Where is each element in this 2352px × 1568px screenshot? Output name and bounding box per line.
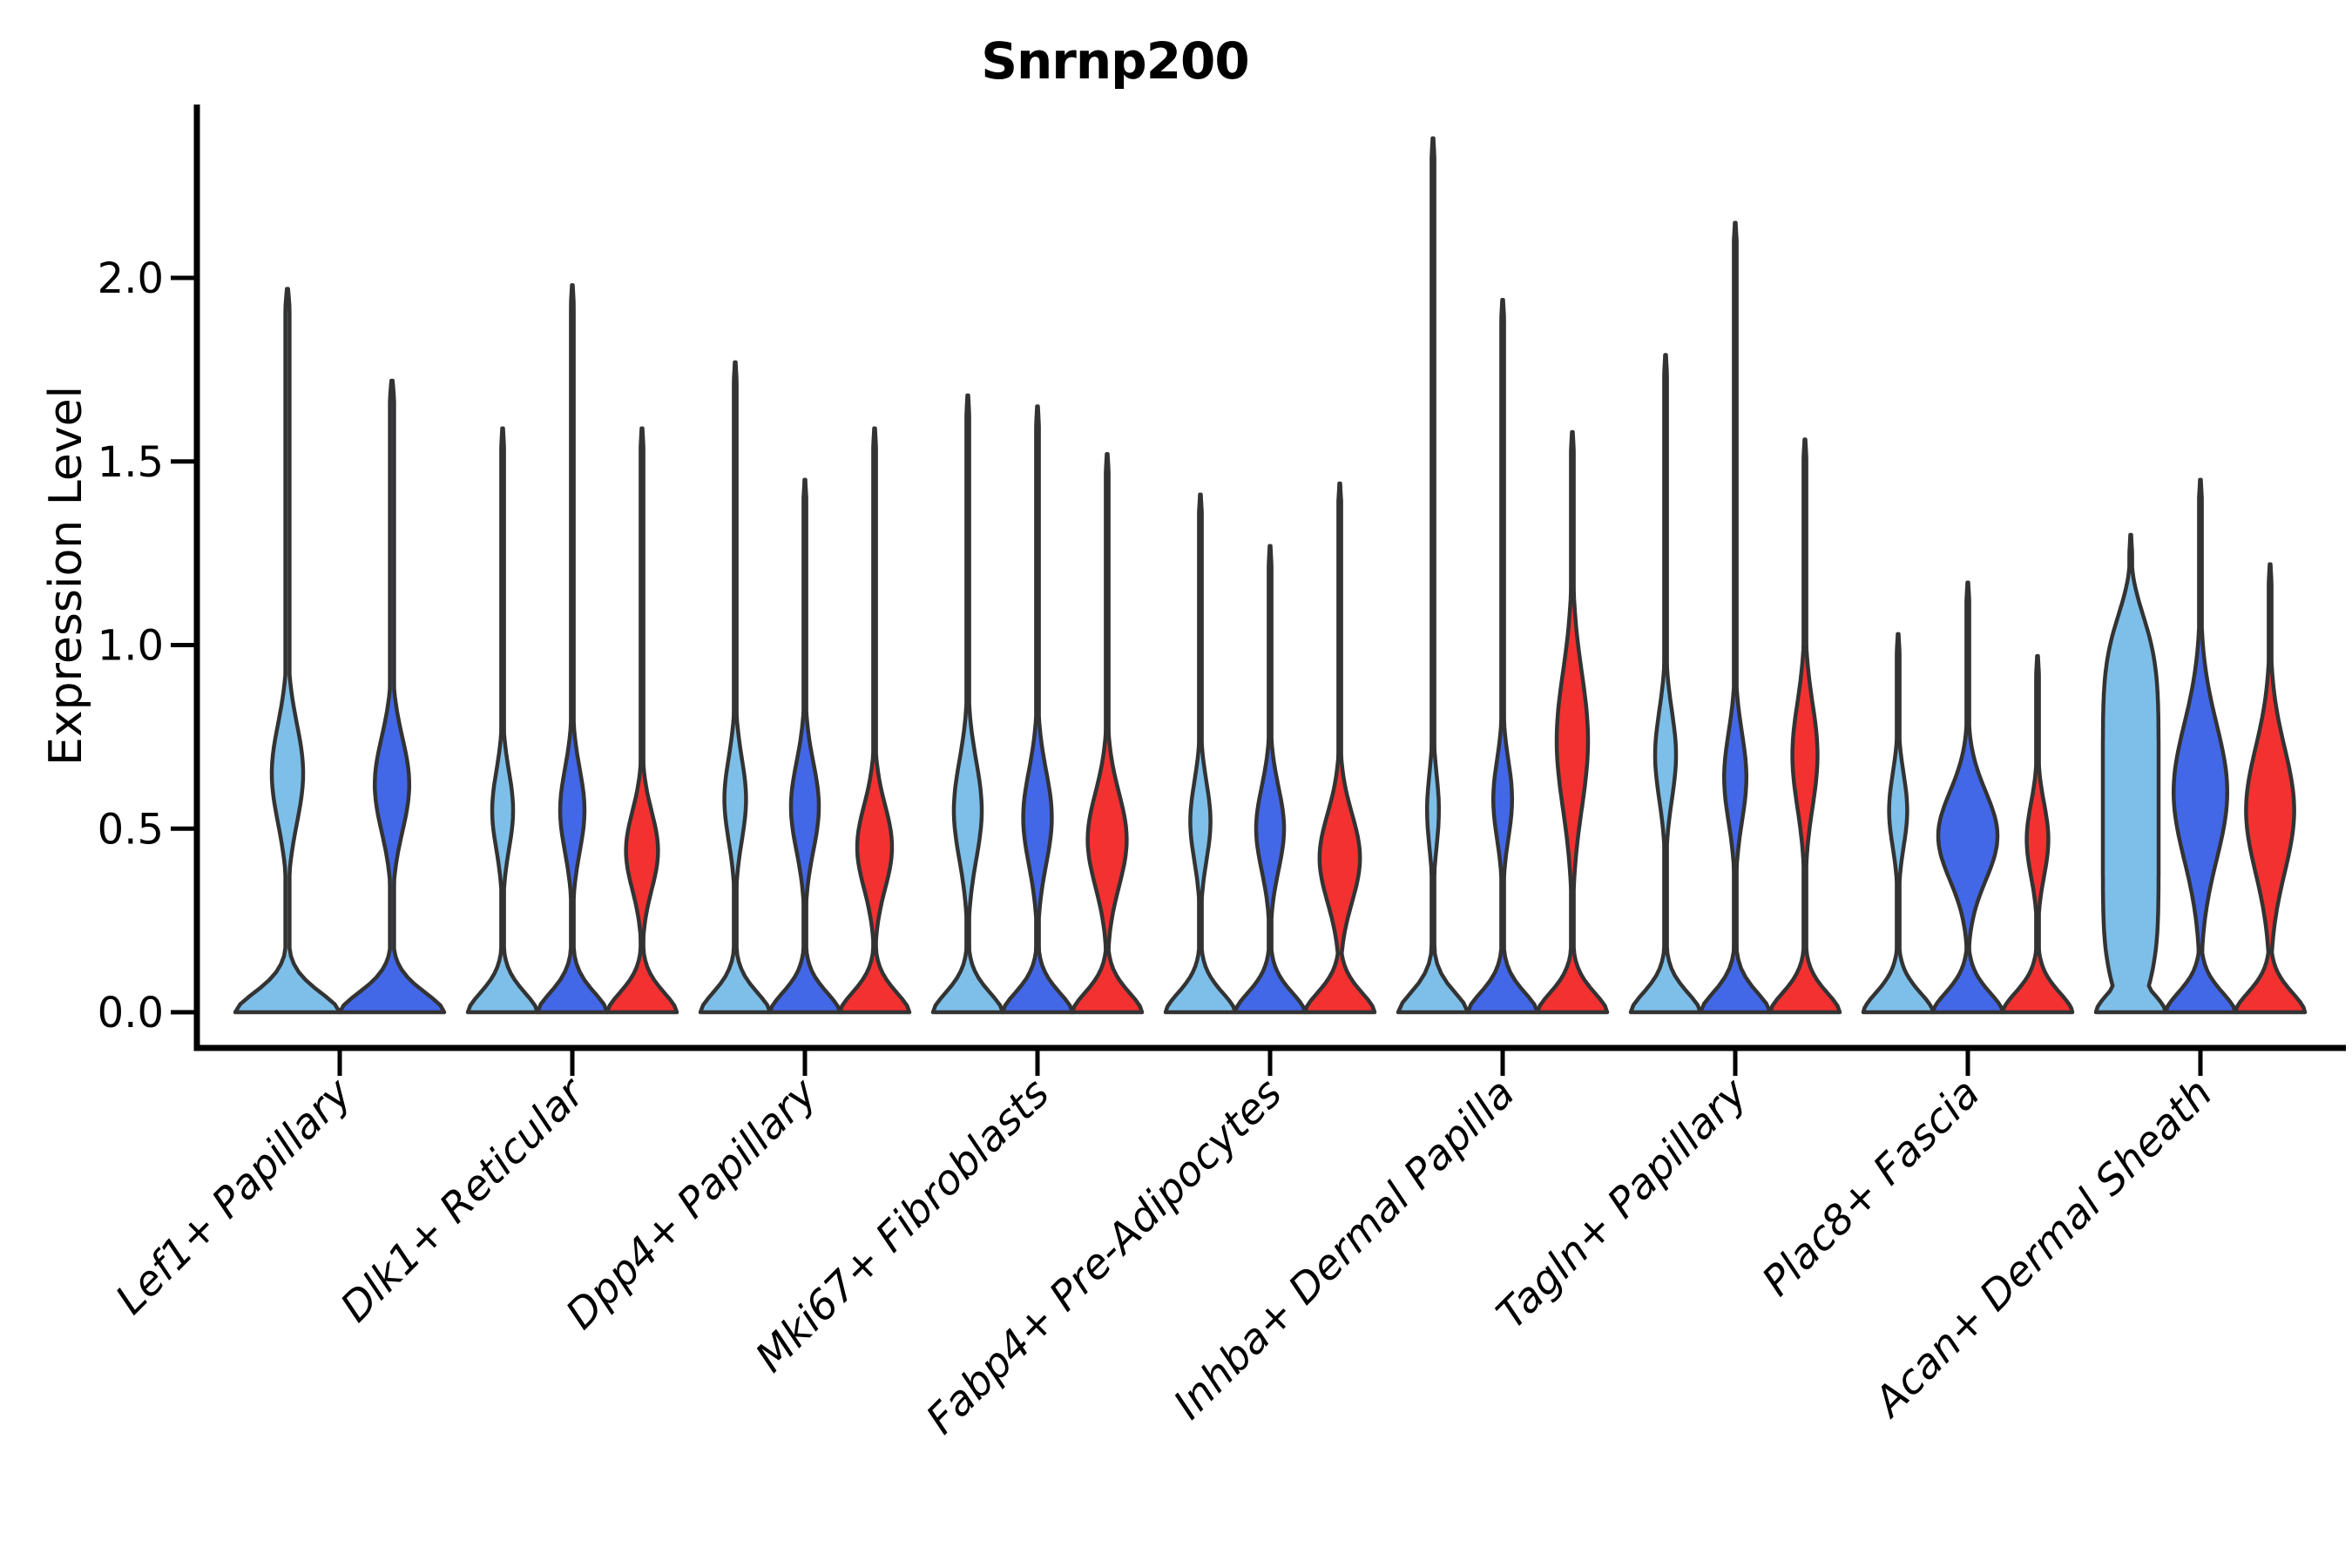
violin-dlk1-series2	[535, 283, 610, 1015]
violin-mki67-series1	[930, 393, 1005, 1015]
violin-acan-series1	[2093, 532, 2168, 1015]
violin-acan-series3	[2233, 562, 2308, 1015]
violin-lef1-series2	[337, 378, 447, 1015]
x-tick-label-lef1: Lef1+ Papillary	[106, 1069, 362, 1324]
x-tick-label-plac8: Plac8+ Fascia	[1753, 1070, 1989, 1306]
y-tick-label: 0.5	[98, 805, 164, 854]
violin-tagln-series2	[1698, 220, 1773, 1015]
y-tick-label: 0.0	[98, 989, 164, 1037]
chart-title: Snrnp200	[981, 31, 1250, 91]
y-tick-label: 1.0	[98, 622, 164, 671]
violin-plac8-series3	[2000, 653, 2075, 1015]
violin-tagln-series1	[1628, 353, 1703, 1015]
x-tick-label-dpp4: Dpp4+ Papillary	[557, 1069, 827, 1339]
violin-dlk1-series3	[605, 426, 679, 1015]
violin-plac8-series2	[1930, 580, 2005, 1015]
violin-fabp4-series3	[1302, 481, 1377, 1015]
violin-lef1-series1	[233, 287, 342, 1015]
violin-dlk1-series1	[465, 426, 540, 1015]
violin-mki67-series3	[1070, 452, 1145, 1015]
y-tick-label: 2.0	[98, 254, 164, 303]
violin-inhba-series1	[1396, 136, 1470, 1015]
violin-acan-series2	[2163, 477, 2238, 1015]
violin-dpp4-series1	[698, 360, 773, 1015]
violin-plac8-series1	[1861, 632, 1936, 1015]
violin-dpp4-series2	[767, 477, 842, 1015]
violin-fabp4-series2	[1233, 544, 1308, 1015]
violin-mki67-series2	[1000, 404, 1075, 1015]
violin-inhba-series3	[1535, 429, 1610, 1015]
violin-dpp4-series3	[837, 426, 912, 1015]
x-tick-label-tagln: Tagln+ Papillary	[1488, 1069, 1758, 1339]
x-tick-label-dlk1: Dlk1+ Reticular	[332, 1068, 596, 1332]
y-tick-label: 1.5	[98, 438, 164, 487]
violin-tagln-series3	[1767, 437, 1842, 1015]
violin-fabp4-series1	[1163, 492, 1238, 1015]
violin-inhba-series2	[1465, 298, 1540, 1015]
